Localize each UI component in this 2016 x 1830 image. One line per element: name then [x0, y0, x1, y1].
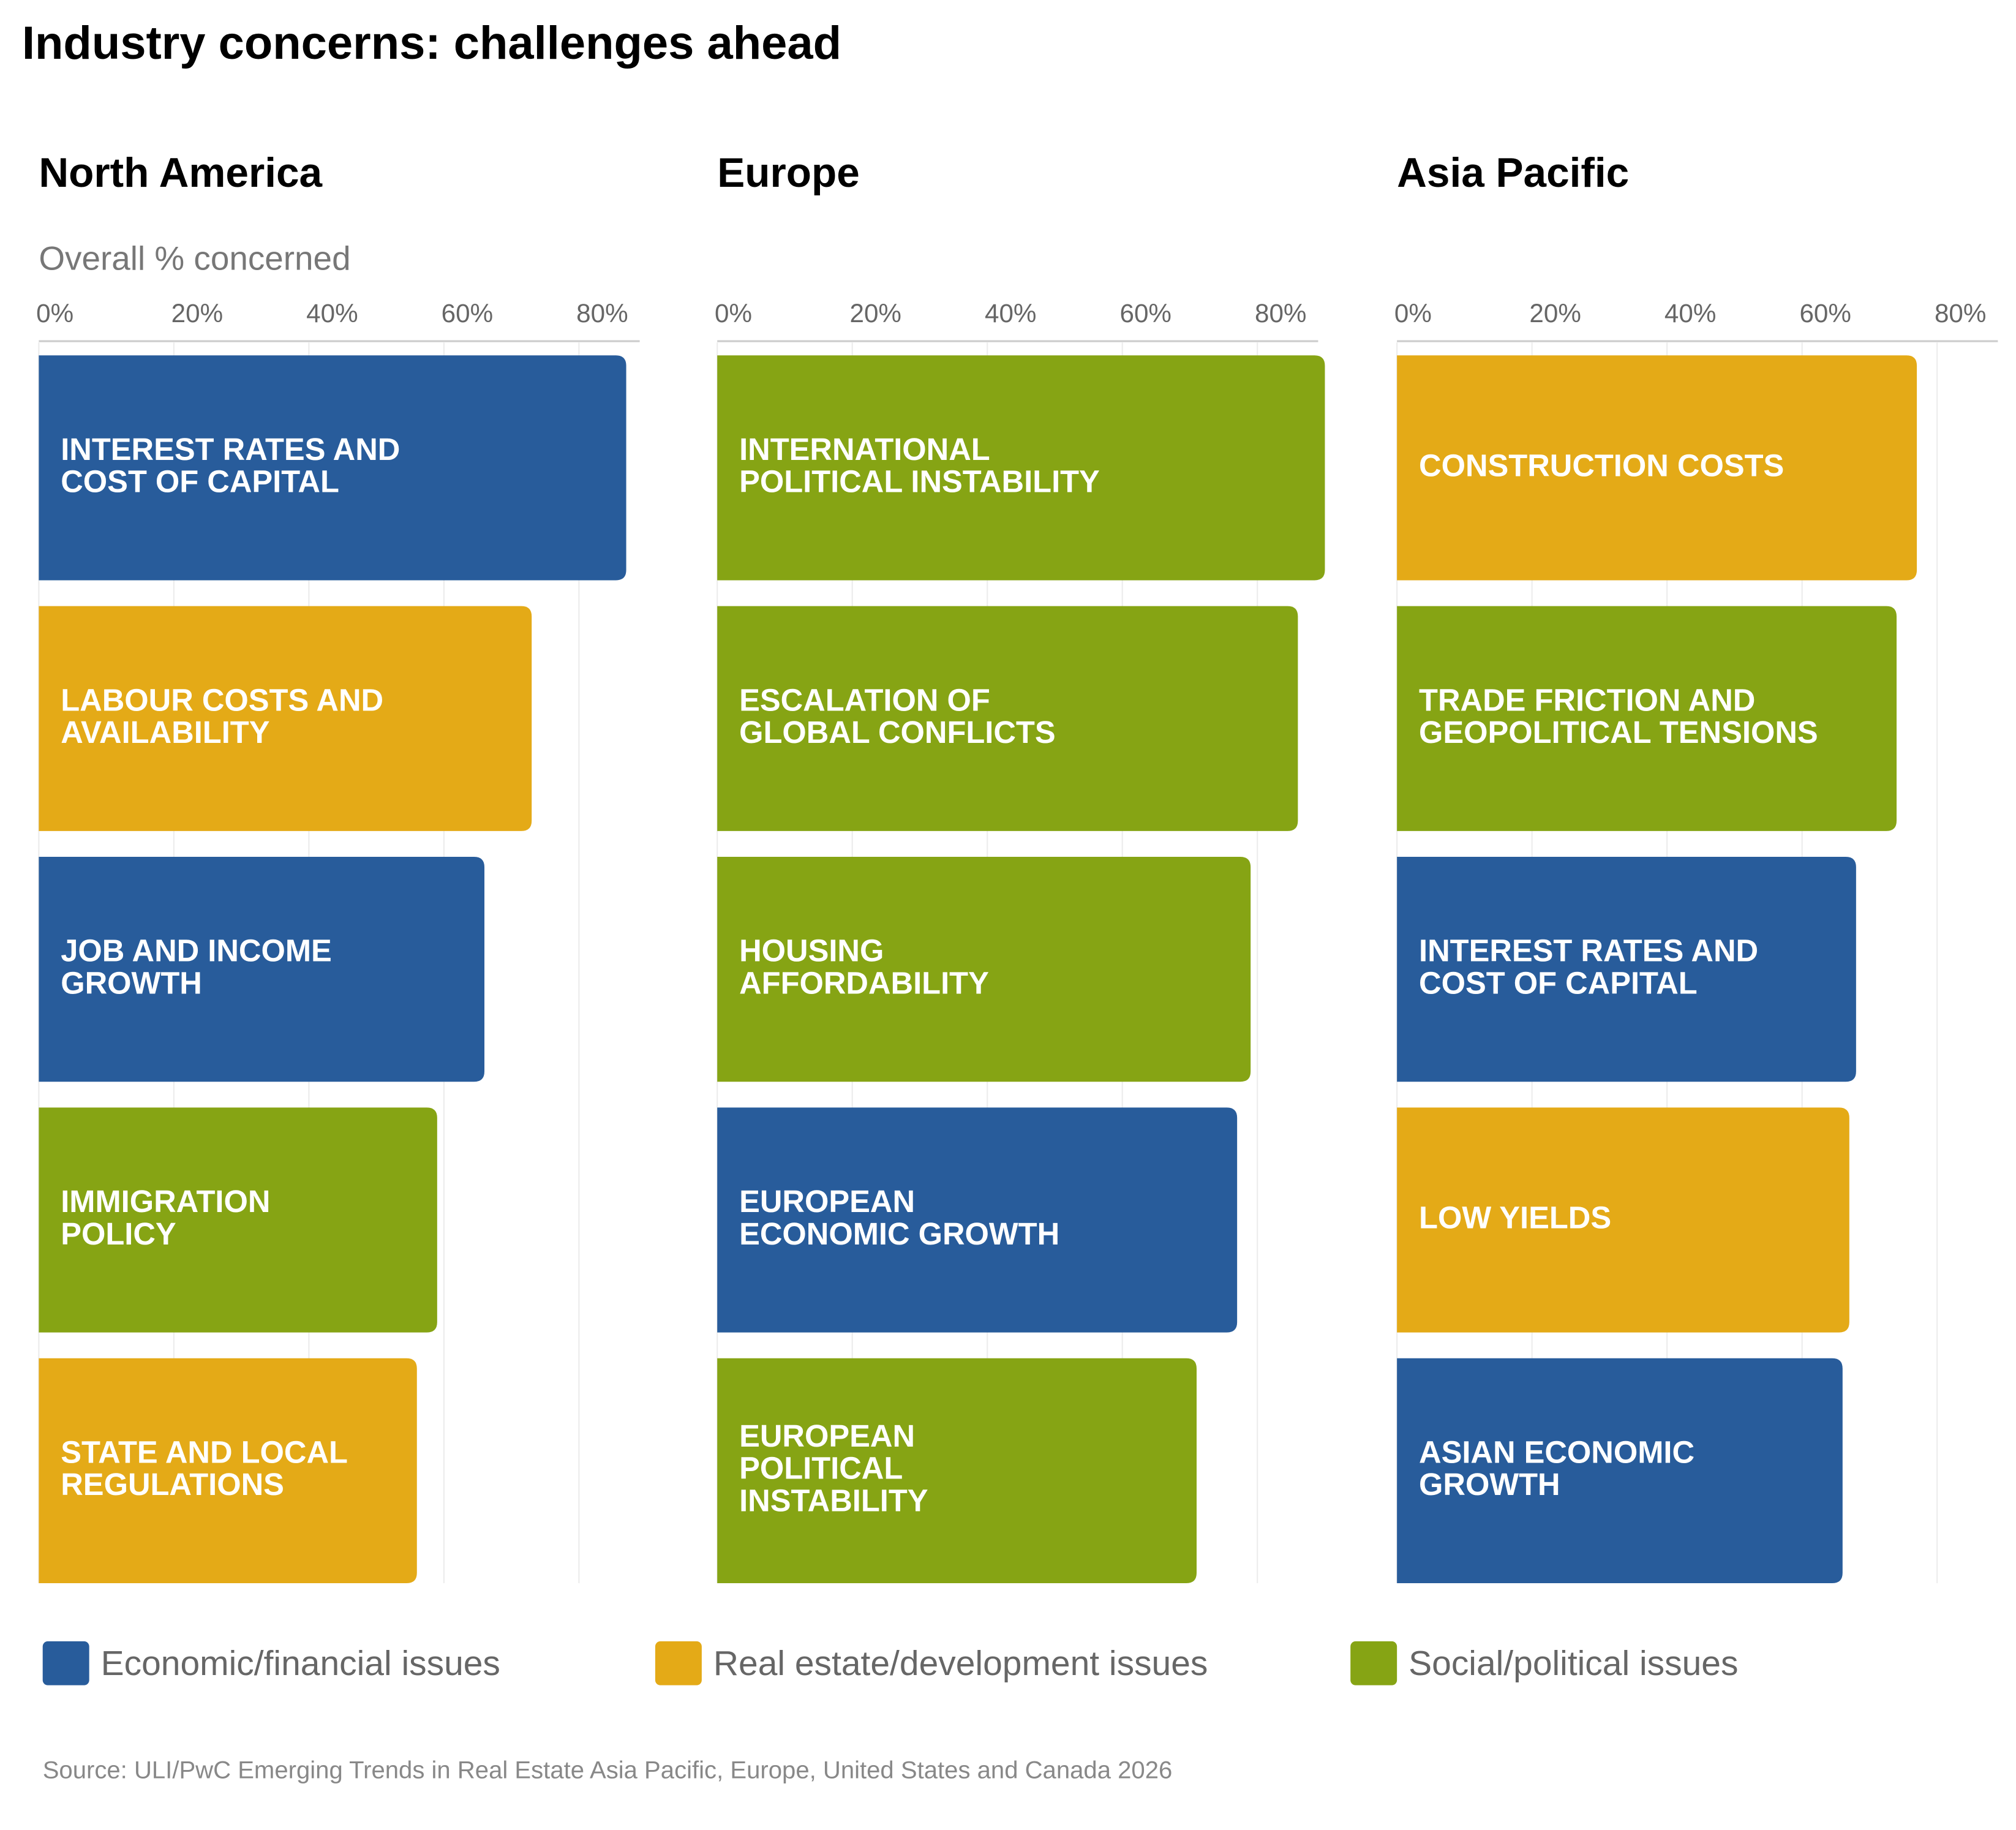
bar-label: TRADE FRICTION AND — [1419, 682, 1755, 717]
bar-label: GROWTH — [61, 965, 202, 1000]
bar-label: STATE AND LOCAL — [61, 1434, 348, 1469]
bar — [717, 1358, 1197, 1583]
bar-label: INTEREST RATES AND — [61, 432, 400, 467]
bar-label: POLITICAL INSTABILITY — [739, 464, 1100, 499]
axis-title: Overall % concerned — [39, 239, 350, 277]
bar — [1397, 857, 1856, 1082]
panel-title: Europe — [717, 150, 860, 196]
bar-label: JOB AND INCOME — [61, 933, 332, 968]
bar-label: LOW YIELDS — [1419, 1200, 1611, 1235]
x-tick-label: 20% — [1529, 299, 1581, 328]
bar-label: ECONOMIC GROWTH — [739, 1216, 1059, 1251]
x-tick-label: 0% — [715, 299, 752, 328]
x-tick-label: 40% — [1664, 299, 1716, 328]
bar — [39, 1358, 417, 1583]
bar-label: COST OF CAPITAL — [61, 464, 339, 499]
bar-label: EUROPEAN — [739, 1418, 915, 1453]
legend-label: Economic/financial issues — [101, 1644, 500, 1683]
legend-label: Social/political issues — [1409, 1644, 1738, 1683]
legend-swatch — [655, 1641, 702, 1685]
bar-label: COST OF CAPITAL — [1419, 965, 1698, 1000]
x-tick-label: 80% — [576, 299, 628, 328]
bar — [1397, 606, 1897, 831]
bar-label: CONSTRUCTION COSTS — [1419, 448, 1784, 483]
bar-label: AVAILABILITY — [61, 715, 269, 750]
x-tick-label: 80% — [1255, 299, 1306, 328]
bar — [39, 857, 485, 1082]
x-tick-label: 60% — [1119, 299, 1171, 328]
bar-label: GLOBAL CONFLICTS — [739, 715, 1056, 750]
bar-label: LABOUR COSTS AND — [61, 682, 383, 717]
legend-swatch — [42, 1641, 89, 1685]
bar-label: GROWTH — [1419, 1467, 1560, 1502]
bar-label: ESCALATION OF — [739, 682, 990, 717]
bar-label: INTERNATIONAL — [739, 432, 990, 467]
x-tick-label: 60% — [1799, 299, 1851, 328]
bar — [717, 606, 1298, 831]
x-tick-label: 80% — [1935, 299, 1986, 328]
bar-label: POLICY — [61, 1216, 176, 1251]
bar — [717, 857, 1251, 1082]
chart-title: Industry concerns: challenges ahead — [22, 17, 841, 69]
bar-label: IMMIGRATION — [61, 1184, 270, 1219]
bar-label: AFFORDABILITY — [739, 965, 989, 1000]
bar-label: HOUSING — [739, 933, 884, 968]
bar-label: ASIAN ECONOMIC — [1419, 1434, 1694, 1469]
bar — [717, 1107, 1238, 1333]
bar — [39, 355, 626, 581]
x-tick-label: 20% — [171, 299, 223, 328]
bar-label: POLITICAL — [739, 1451, 903, 1486]
bar — [39, 606, 532, 831]
legend-swatch — [1350, 1641, 1397, 1685]
panel-title: Asia Pacific — [1397, 150, 1629, 196]
bar — [39, 1107, 437, 1333]
bar — [1397, 1358, 1843, 1583]
bar — [717, 355, 1325, 581]
source-note: Source: ULI/PwC Emerging Trends in Real … — [43, 1757, 1173, 1784]
x-tick-label: 0% — [36, 299, 73, 328]
x-tick-label: 20% — [849, 299, 901, 328]
x-tick-label: 40% — [306, 299, 358, 328]
bar-label: GEOPOLITICAL TENSIONS — [1419, 715, 1818, 750]
bar-label: EUROPEAN — [739, 1184, 915, 1219]
bar-label: INTEREST RATES AND — [1419, 933, 1758, 968]
legend-label: Real estate/development issues — [713, 1644, 1208, 1683]
x-tick-label: 60% — [442, 299, 493, 328]
bar-label: REGULATIONS — [61, 1467, 284, 1502]
panel-title: North America — [39, 150, 322, 196]
x-tick-label: 40% — [985, 299, 1036, 328]
x-tick-label: 0% — [1394, 299, 1432, 328]
bar — [1397, 355, 1917, 581]
bar-label: INSTABILITY — [739, 1483, 928, 1518]
bar — [1397, 1107, 1849, 1333]
